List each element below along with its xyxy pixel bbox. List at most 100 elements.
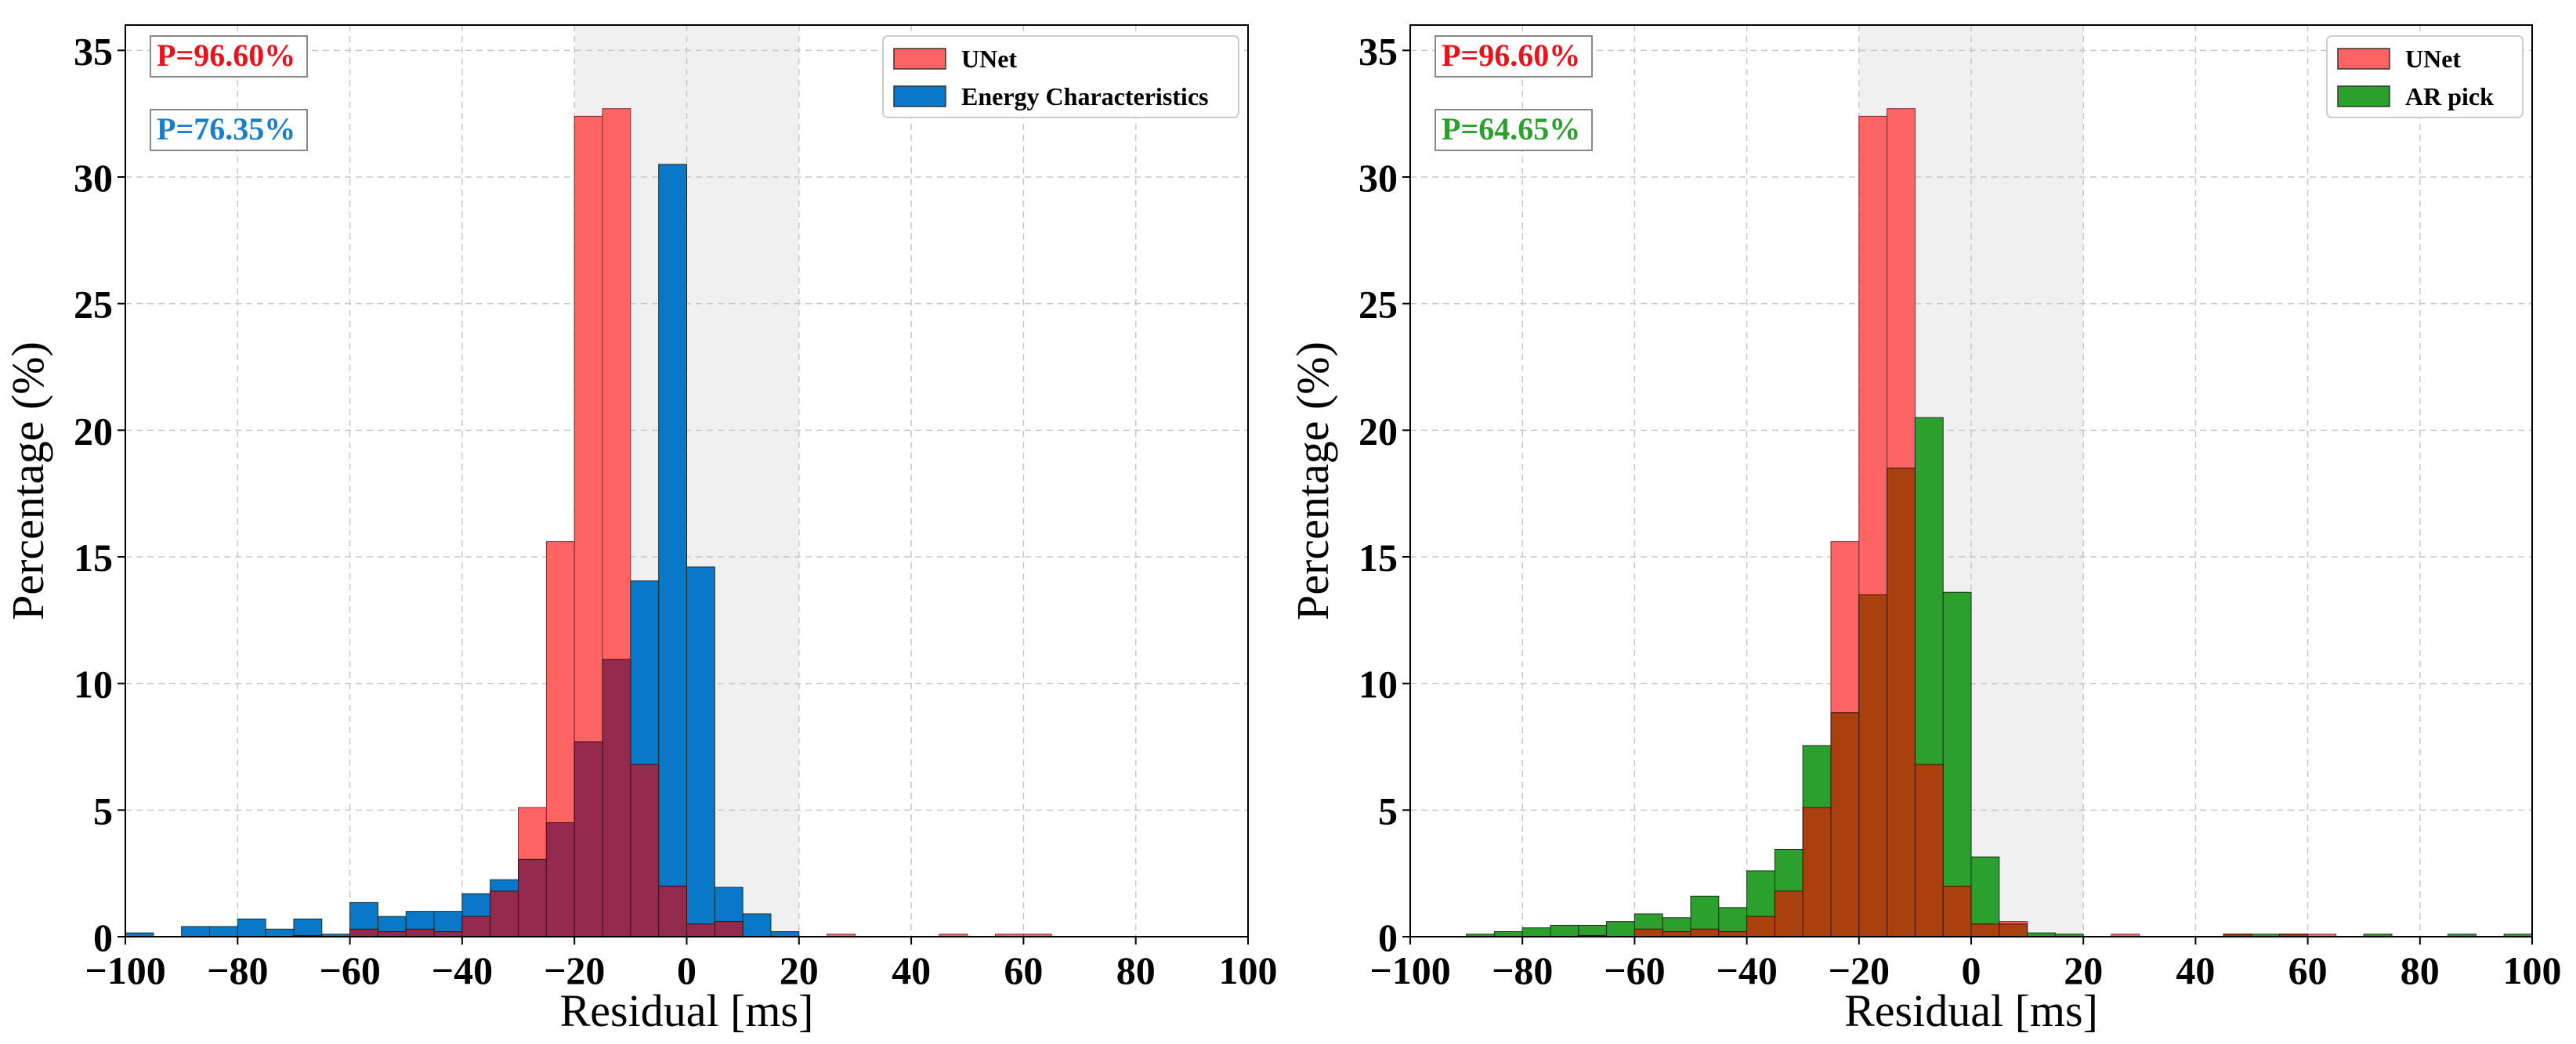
x-tick-label: 0 xyxy=(1962,948,1981,992)
bar-overlap xyxy=(602,659,631,937)
legend-swatch-ar xyxy=(2337,85,2390,107)
bar-energy xyxy=(181,926,210,937)
bar-overlap xyxy=(714,921,743,937)
y-tick-label: 20 xyxy=(74,409,113,453)
y-axis-label: Percentage (%) xyxy=(2,341,53,620)
x-tick-label: −80 xyxy=(1492,948,1554,992)
bar-energy xyxy=(265,928,295,937)
overlap-bars xyxy=(293,659,743,937)
y-axis-label: Percentage (%) xyxy=(1287,341,1338,620)
bar-overlap xyxy=(1999,923,2028,937)
bar-overlap xyxy=(1887,468,1916,937)
x-axis-label: Residual [ms] xyxy=(1844,985,2098,1036)
y-tick-label: 35 xyxy=(74,29,113,73)
bar-overlap xyxy=(1634,928,1663,937)
bar-overlap xyxy=(1830,712,1860,937)
bar-overlap xyxy=(1774,890,1804,937)
bar-energy xyxy=(686,566,715,937)
y-tick-label: 15 xyxy=(1359,536,1398,580)
x-tick-label: −60 xyxy=(319,948,381,992)
bar-ar-pick xyxy=(1550,924,1579,937)
x-tick-label: −60 xyxy=(1604,948,1666,992)
bar-overlap xyxy=(658,885,687,937)
y-tick-label: 10 xyxy=(1359,663,1398,706)
annotation-p-ar: P=64.65% xyxy=(1435,109,1593,151)
bar-overlap xyxy=(461,916,491,937)
legend-label-ar: AR pick xyxy=(2405,82,2494,110)
x-tick-label: 0 xyxy=(677,948,696,992)
histogram-panel-energy: −100 −80 −60 −40 −20 0 20 40 60 80 100 0 5 10 15 20 25 30… xyxy=(2,24,1278,1036)
axis-ticks: −100 −80 −60 −40 −20 0 20 40 60 80 100 0 5 10 15 20 25 30… xyxy=(74,29,1278,992)
annotation-p-unet: P=96.60% xyxy=(150,35,308,78)
bar-ar-pick xyxy=(1970,856,2000,937)
y-tick-label: 30 xyxy=(1359,156,1398,200)
bar-overlap xyxy=(1942,885,1972,937)
x-tick-label: 20 xyxy=(2064,948,2103,992)
x-tick-label: −100 xyxy=(1369,948,1451,992)
legend: UNet AR pick xyxy=(2326,35,2524,118)
y-tick-label: 5 xyxy=(93,789,113,833)
annotation-p-unet: P=96.60% xyxy=(1435,35,1593,78)
p-unet-text: P=96.60% xyxy=(1442,38,1580,73)
bar-energy xyxy=(742,913,772,937)
bar-overlap xyxy=(1690,928,1720,937)
x-tick-label: 40 xyxy=(892,948,931,992)
bar-energy xyxy=(208,926,238,937)
p-unet-text: P=96.60% xyxy=(157,38,295,73)
p-energy-text: P=76.35% xyxy=(157,111,295,146)
bar-overlap xyxy=(630,764,660,937)
legend-swatch-unet xyxy=(2337,48,2390,70)
x-axis-label: Residual [ms] xyxy=(560,985,814,1036)
bar-energy xyxy=(293,918,323,937)
x-tick-label: −20 xyxy=(544,948,606,992)
bar-ar-pick xyxy=(1942,591,1972,937)
p-ar-text: P=64.65% xyxy=(1442,111,1580,146)
y-tick-label: 20 xyxy=(1359,409,1398,453)
legend-swatch-energy xyxy=(893,85,946,107)
bar-overlap xyxy=(490,890,519,937)
bar-energy xyxy=(658,164,687,937)
x-tick-label: 60 xyxy=(2288,948,2328,992)
histogram-panel-ar: −100 −80 −60 −40 −20 0 20 40 60 80 100 0 5 10 15 20 25 30… xyxy=(1287,24,2562,1036)
legend-label-unet: UNet xyxy=(2405,45,2461,73)
bar-overlap xyxy=(405,928,435,937)
y-tick-label: 35 xyxy=(1359,29,1398,73)
bar-overlap xyxy=(1746,916,1775,937)
bar-overlap xyxy=(1914,764,1944,937)
bar-overlap xyxy=(349,928,378,937)
legend-swatch-unet xyxy=(893,48,946,70)
y-tick-label: 0 xyxy=(1378,916,1398,959)
x-tick-label: 60 xyxy=(1004,948,1043,992)
bar-overlap xyxy=(1970,923,2000,937)
bar-overlap xyxy=(1858,594,1888,937)
x-tick-label: −80 xyxy=(207,948,269,992)
x-tick-label: −20 xyxy=(1829,948,1890,992)
x-tick-label: −40 xyxy=(1716,948,1778,992)
bar-ar-pick xyxy=(1606,921,1635,937)
bar-overlap xyxy=(518,858,547,937)
legend: UNet Energy Characteristics xyxy=(882,35,1239,118)
x-tick-label: 100 xyxy=(2503,948,2562,992)
bar-ar-pick xyxy=(1578,924,1608,937)
axis-ticks: −100 −80 −60 −40 −20 0 20 40 60 80 100 0 5 10 15 20 25 30… xyxy=(1359,29,2562,992)
y-tick-label: 15 xyxy=(74,536,113,580)
bar-overlap xyxy=(1802,807,1832,937)
bar-overlap xyxy=(686,923,715,937)
legend-label-energy: Energy Characteristics xyxy=(961,82,1208,110)
x-tick-label: 80 xyxy=(1116,948,1156,992)
y-tick-label: 25 xyxy=(1359,283,1398,327)
bar-ar-pick xyxy=(1521,927,1551,937)
bar-overlap xyxy=(545,822,575,937)
x-tick-label: −40 xyxy=(432,948,494,992)
bar-energy xyxy=(237,918,266,937)
x-tick-label: −100 xyxy=(85,948,166,992)
overlap-bars xyxy=(1578,468,2309,937)
x-tick-label: 40 xyxy=(2176,948,2215,992)
y-tick-label: 5 xyxy=(1378,789,1398,833)
bar-overlap xyxy=(573,741,603,937)
y-tick-label: 0 xyxy=(93,916,113,959)
x-tick-label: 20 xyxy=(780,948,819,992)
y-tick-label: 30 xyxy=(74,156,113,200)
x-tick-label: 80 xyxy=(2401,948,2440,992)
